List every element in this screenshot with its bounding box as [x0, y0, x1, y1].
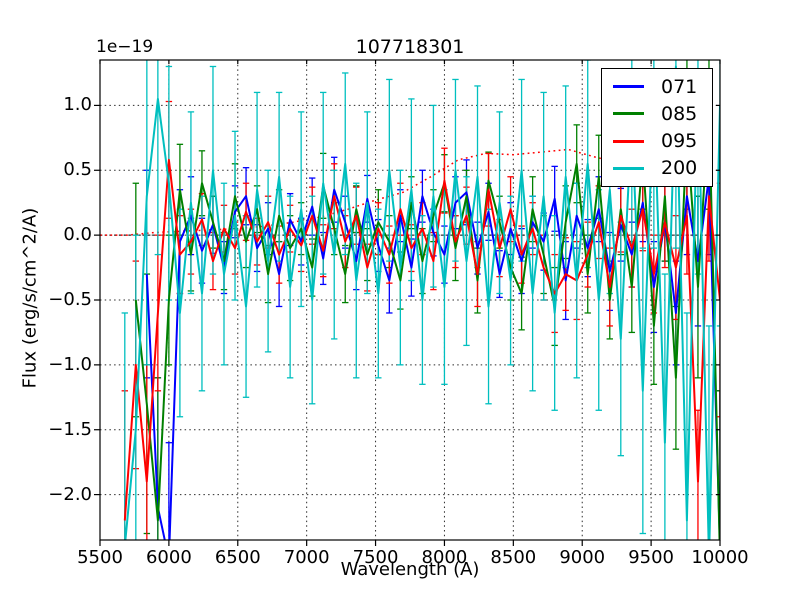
legend-label: 095 [661, 130, 698, 153]
legend-label: 200 [661, 157, 698, 180]
series-line-200 [124, 65, 720, 540]
legend-label: 071 [661, 75, 698, 98]
legend-line-swatch [613, 112, 644, 116]
series-line-071 [145, 175, 720, 540]
x-tick-label: 6500 [214, 547, 261, 568]
x-axis-label: Wavelength (A) [340, 559, 480, 580]
x-tick-label: 9000 [559, 547, 606, 568]
y-tick-label: −0.5 [48, 289, 92, 310]
x-tick-label: 6000 [145, 547, 192, 568]
legend-line-swatch [613, 139, 644, 143]
legend-item-071: 071 [602, 73, 712, 100]
y-tick-label: −1.0 [48, 353, 92, 375]
legend-label: 085 [661, 102, 698, 125]
tick-marks [94, 60, 721, 546]
x-tick-label: 5500 [77, 547, 123, 568]
y-tick-label: −2.0 [48, 483, 92, 505]
legend: 071 085 095 200 [601, 68, 713, 187]
legend-item-095: 095 [602, 128, 712, 155]
y-tick-label: 0.5 [63, 159, 92, 181]
x-tick-label: 7500 [352, 547, 399, 568]
series-line-095 [123, 158, 720, 521]
x-tick-label: 9500 [628, 547, 675, 568]
legend-line-swatch [613, 85, 644, 89]
y-tick-label: 1.0 [63, 94, 92, 116]
legend-line-swatch [613, 166, 644, 170]
y-tick-label: −1.5 [48, 418, 92, 440]
y-axis-offset-label: 1e−19 [96, 37, 154, 57]
legend-item-085: 085 [602, 100, 712, 127]
x-tick-label: 7000 [283, 547, 330, 568]
plot-title: 107718301 [355, 36, 465, 58]
legend-item-200: 200 [602, 155, 712, 182]
x-tick-label: 8500 [490, 547, 537, 568]
x-tick-label: 8000 [421, 547, 468, 568]
x-tick-label: 10000 [691, 547, 749, 568]
y-tick-label: 0.0 [63, 224, 92, 246]
